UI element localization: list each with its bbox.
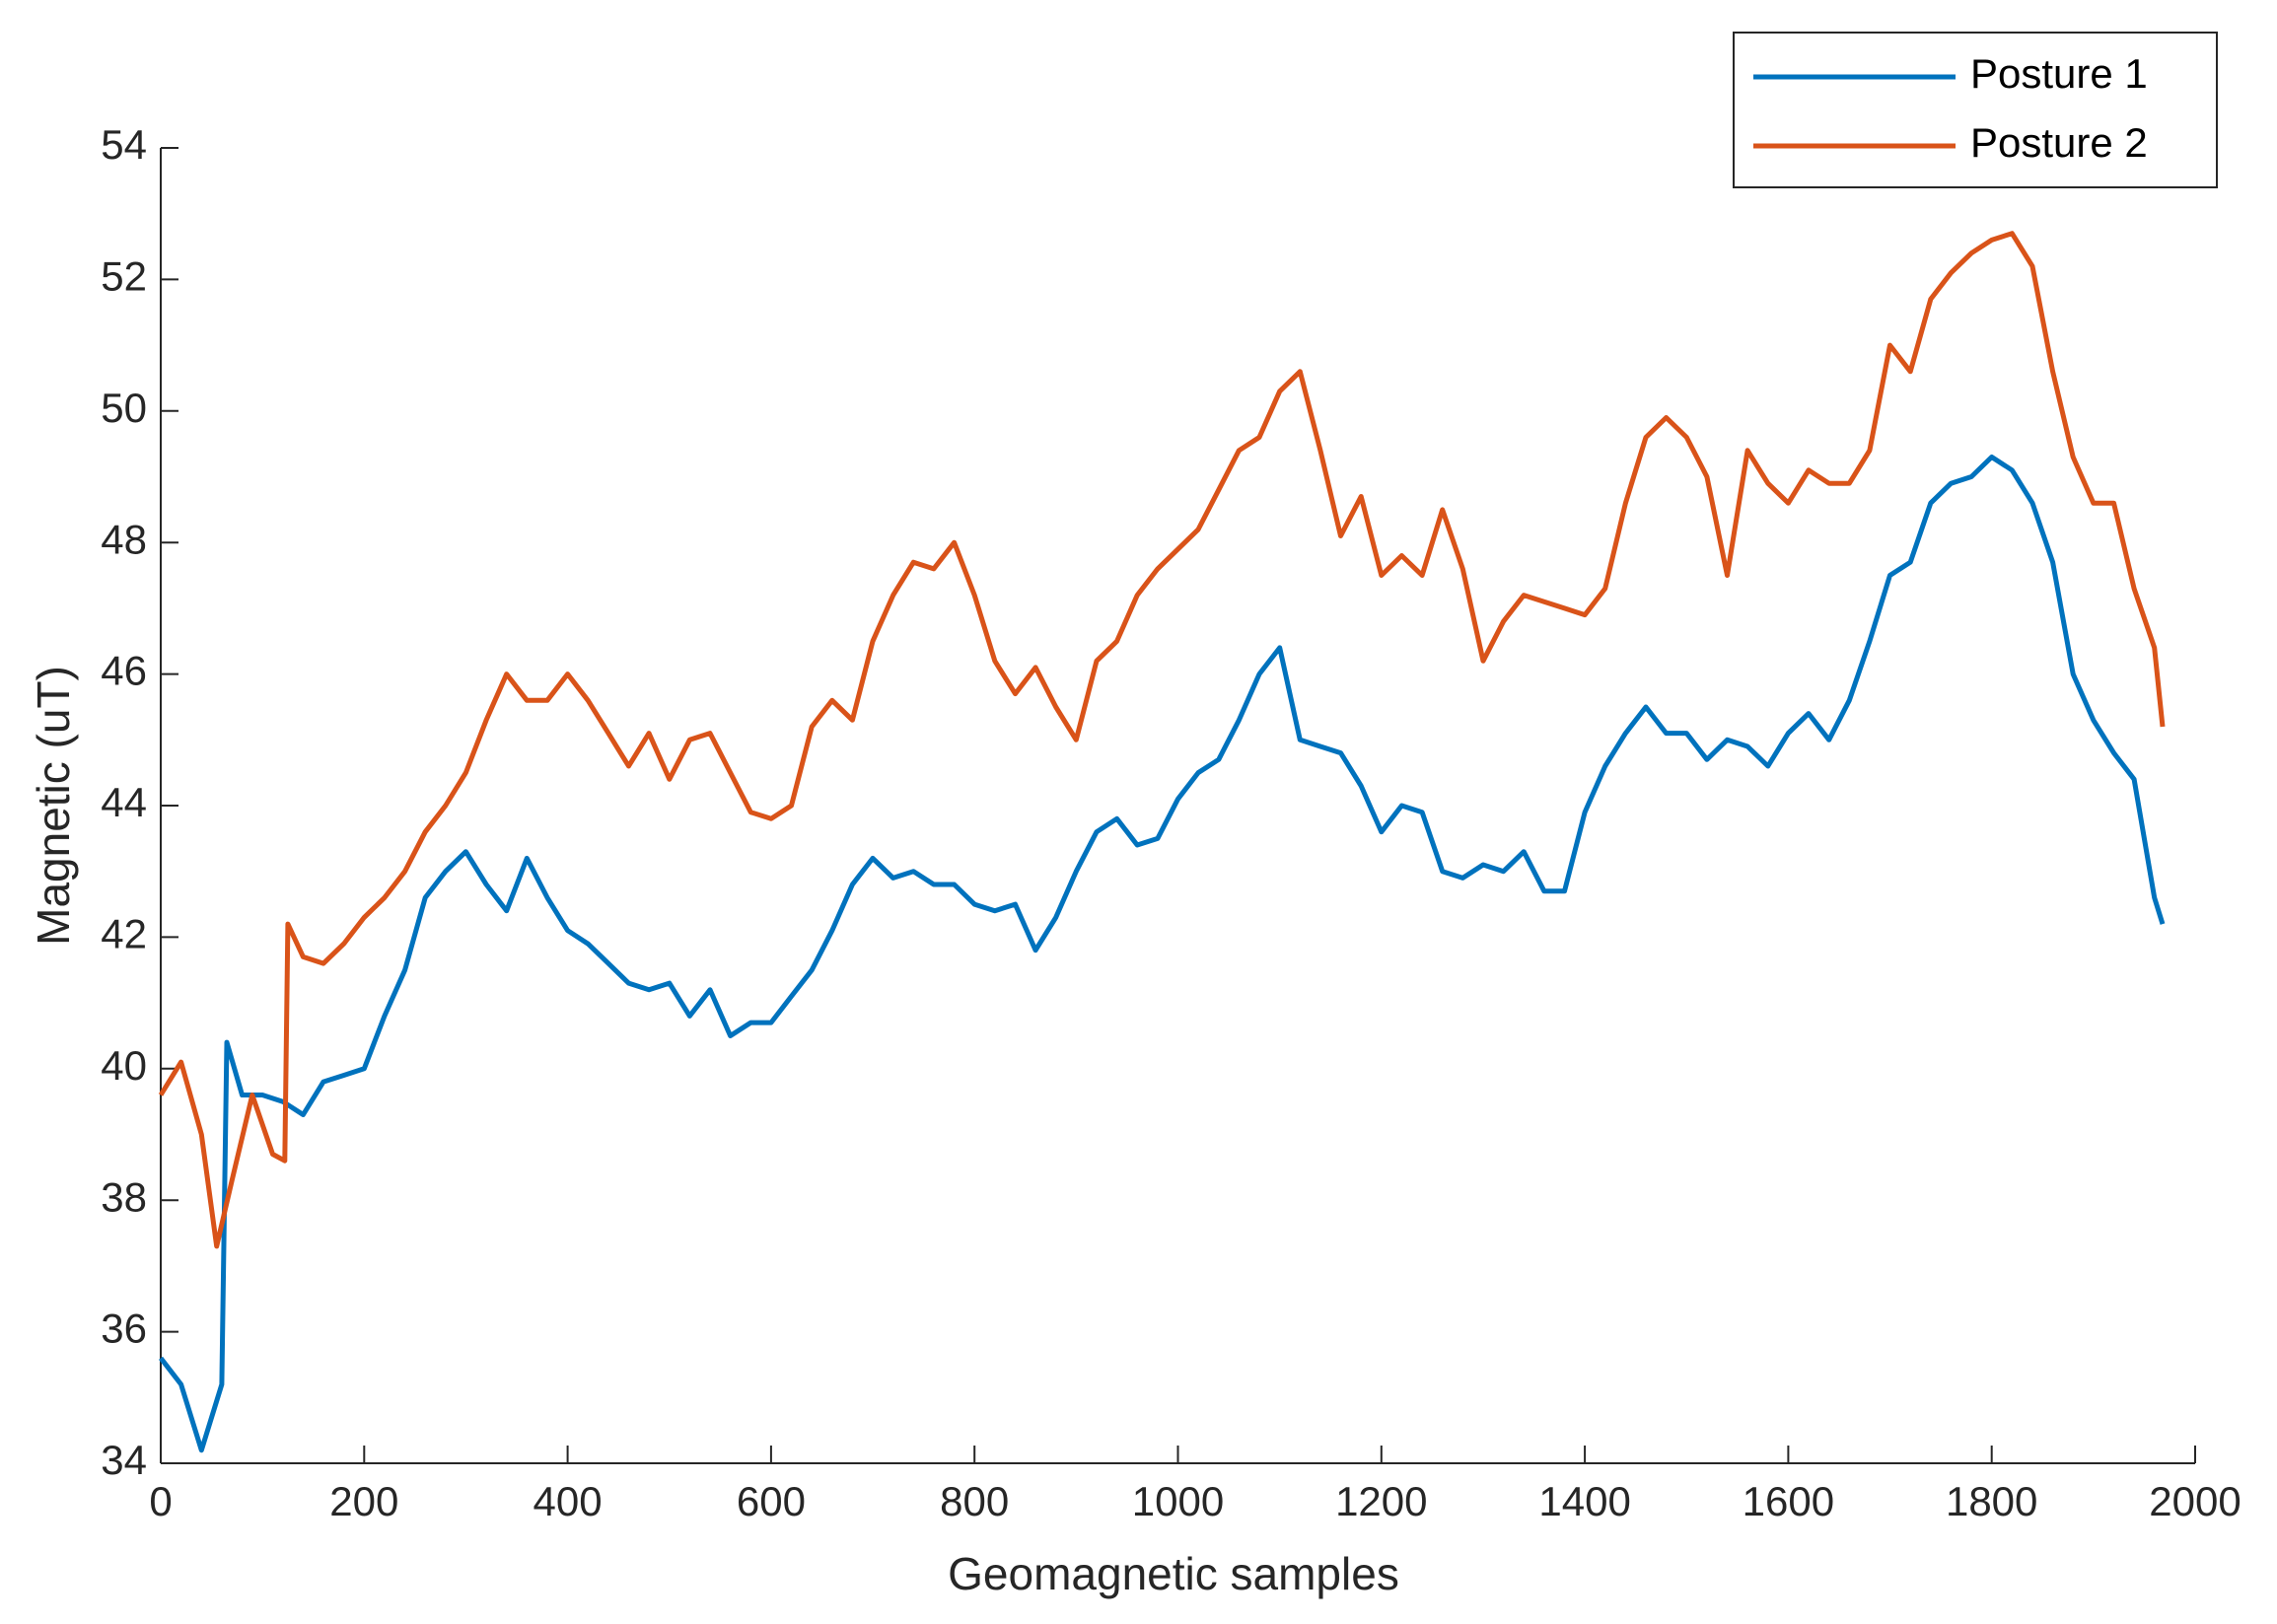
- y-tick-label: 54: [101, 121, 147, 168]
- x-tick-label: 2000: [2149, 1478, 2241, 1524]
- x-tick-label: 1000: [1132, 1478, 1224, 1524]
- y-tick-label: 36: [101, 1306, 147, 1352]
- y-tick-label: 46: [101, 648, 147, 694]
- x-tick-label: 800: [940, 1478, 1009, 1524]
- x-tick-label: 1600: [1743, 1478, 1834, 1524]
- y-tick-label: 34: [101, 1437, 147, 1483]
- y-tick-label: 48: [101, 516, 147, 562]
- y-tick-label: 42: [101, 910, 147, 956]
- x-tick-label: 200: [329, 1478, 398, 1524]
- line-series: [159, 455, 2166, 1453]
- legend-label: Posture 1: [1970, 50, 2148, 97]
- line-series: [158, 231, 2166, 1249]
- x-tick-label: 1800: [1946, 1478, 2037, 1524]
- x-axis-label: Geomagnetic samples: [948, 1548, 1399, 1599]
- x-tick-label: 600: [737, 1478, 806, 1524]
- x-tick-label: 1400: [1538, 1478, 1630, 1524]
- y-tick-label: 50: [101, 385, 147, 431]
- y-tick-label: 40: [101, 1042, 147, 1089]
- legend-box: [1733, 32, 2218, 188]
- y-tick-label: 52: [101, 252, 147, 299]
- legend-label: Posture 2: [1970, 119, 2148, 166]
- y-tick-label: 44: [101, 779, 147, 825]
- x-tick-label: 400: [534, 1478, 603, 1524]
- x-tick-label: 0: [149, 1478, 172, 1524]
- y-tick-label: 38: [101, 1173, 147, 1220]
- y-axis-label: Magnetic (uT): [28, 666, 79, 946]
- x-tick-label: 1200: [1335, 1478, 1427, 1524]
